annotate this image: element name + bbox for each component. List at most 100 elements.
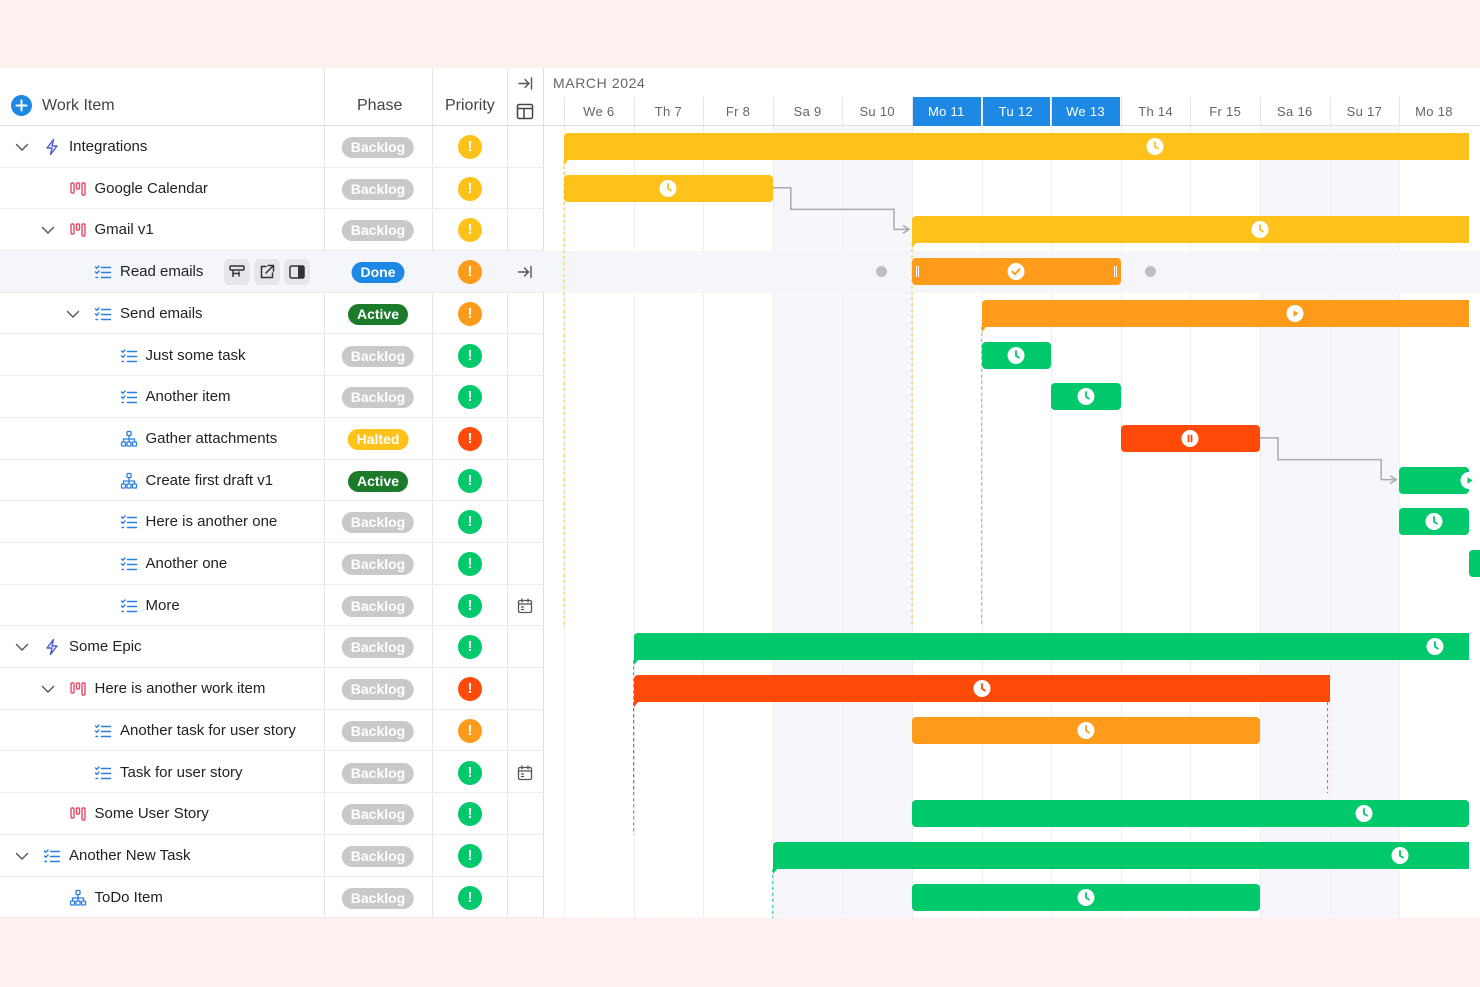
priority-indicator[interactable]: ! bbox=[458, 218, 482, 243]
calendar-icon[interactable] bbox=[516, 764, 534, 782]
phase-badge[interactable]: Backlog bbox=[341, 595, 415, 617]
open-external-icon[interactable] bbox=[254, 259, 280, 286]
task-bar[interactable] bbox=[912, 883, 1260, 911]
priority-indicator[interactable]: ! bbox=[458, 802, 482, 827]
work-item-row[interactable]: Another New Task Backlog! bbox=[0, 835, 544, 877]
work-item-row[interactable]: Another item Backlog! bbox=[0, 376, 544, 418]
work-item-row[interactable]: Just some task Backlog! bbox=[0, 335, 544, 377]
phase-badge[interactable]: Backlog bbox=[341, 637, 415, 659]
expand-chevron-icon[interactable] bbox=[14, 848, 30, 864]
work-item-row[interactable]: Some Epic Backlog! bbox=[0, 626, 544, 669]
priority-indicator[interactable]: ! bbox=[458, 885, 482, 910]
arrow-right-to-line-icon[interactable] bbox=[516, 263, 534, 281]
day-header-cell[interactable]: Fr 15 bbox=[1209, 104, 1242, 119]
phase-badge[interactable]: Backlog bbox=[341, 178, 415, 200]
work-item-title[interactable]: Task for user story bbox=[120, 763, 243, 781]
work-item-row[interactable]: Gmail v1 Backlog! bbox=[0, 209, 544, 252]
work-item-row[interactable]: Create first draft v1 Active! bbox=[0, 460, 544, 502]
task-bar[interactable] bbox=[1120, 424, 1260, 452]
drag-dot[interactable] bbox=[876, 266, 887, 278]
work-item-title[interactable]: Gmail v1 bbox=[94, 221, 154, 239]
work-item-row[interactable]: Read emails Done! bbox=[0, 251, 544, 293]
work-item-title[interactable]: Google Calendar bbox=[94, 179, 208, 197]
phase-badge[interactable]: Backlog bbox=[341, 804, 415, 826]
phase-badge[interactable]: Backlog bbox=[341, 387, 415, 409]
phase-badge[interactable]: Backlog bbox=[341, 720, 415, 742]
priority-indicator[interactable]: ! bbox=[458, 176, 482, 201]
phase-badge[interactable]: Backlog bbox=[341, 679, 415, 701]
summary-bar[interactable] bbox=[772, 841, 1469, 874]
expand-chevron-icon[interactable] bbox=[40, 681, 56, 697]
day-header-cell[interactable]: Sa 16 bbox=[1277, 104, 1313, 119]
phase-badge[interactable]: Backlog bbox=[341, 220, 415, 242]
expand-chevron-icon[interactable] bbox=[14, 639, 30, 655]
priority-header[interactable]: Priority bbox=[445, 97, 495, 114]
phase-badge[interactable]: Active bbox=[347, 303, 409, 325]
day-header-cell[interactable]: Su 17 bbox=[1346, 104, 1383, 119]
task-bar[interactable] bbox=[564, 174, 773, 202]
summary-bar[interactable] bbox=[564, 133, 1469, 165]
work-item-title[interactable]: Some Epic bbox=[69, 638, 142, 656]
side-panel-icon[interactable] bbox=[284, 259, 310, 286]
priority-indicator[interactable]: ! bbox=[458, 385, 482, 410]
priority-indicator[interactable]: ! bbox=[458, 760, 482, 785]
work-item-title[interactable]: Create first draft v1 bbox=[145, 471, 274, 489]
task-bar[interactable] bbox=[1399, 508, 1469, 536]
phase-badge[interactable]: Backlog bbox=[341, 554, 415, 575]
columns-icon[interactable] bbox=[516, 103, 534, 120]
summary-bar[interactable] bbox=[981, 299, 1469, 332]
summary-bar[interactable] bbox=[633, 675, 1330, 708]
expand-chevron-icon[interactable] bbox=[40, 222, 56, 238]
board-icon[interactable] bbox=[224, 259, 250, 286]
day-header-cell[interactable]: Sa 9 bbox=[793, 104, 822, 119]
day-header-cell[interactable]: Mo 11 bbox=[912, 97, 981, 126]
day-header-cell[interactable]: Th 14 bbox=[1138, 104, 1173, 119]
work-item-row[interactable]: Another one Backlog! bbox=[0, 543, 544, 585]
calendar-icon[interactable] bbox=[516, 597, 534, 615]
work-item-title[interactable]: More bbox=[145, 596, 180, 614]
phase-badge[interactable]: Active bbox=[347, 470, 409, 492]
phase-badge[interactable]: Backlog bbox=[341, 845, 415, 867]
work-item-row[interactable]: Integrations Backlog! bbox=[0, 126, 544, 168]
work-item-title[interactable]: Another item bbox=[145, 388, 231, 406]
priority-indicator[interactable]: ! bbox=[458, 135, 482, 159]
work-item-row[interactable]: Some User Story Backlog! bbox=[0, 793, 544, 835]
day-header-cell[interactable]: Tu 12 bbox=[981, 97, 1051, 126]
priority-indicator[interactable]: ! bbox=[458, 343, 482, 368]
work-item-row[interactable]: Another task for user story Backlog! bbox=[0, 710, 544, 752]
work-item-title[interactable]: Gather attachments bbox=[145, 429, 278, 447]
priority-indicator[interactable]: ! bbox=[458, 718, 482, 743]
task-bar[interactable] bbox=[981, 341, 1052, 369]
work-item-title[interactable]: Integrations bbox=[69, 138, 148, 155]
phase-badge[interactable]: Done bbox=[351, 262, 405, 284]
phase-badge[interactable]: Halted bbox=[347, 428, 409, 450]
expand-chevron-icon[interactable] bbox=[14, 139, 30, 155]
day-header-cell[interactable]: We 6 bbox=[583, 104, 615, 119]
drag-dot[interactable] bbox=[1144, 266, 1156, 278]
resize-handle-start[interactable] bbox=[916, 266, 919, 278]
phase-badge[interactable]: Backlog bbox=[341, 345, 415, 367]
work-item-row[interactable]: More Backlog! bbox=[0, 585, 544, 627]
day-header-cell[interactable]: Su 10 bbox=[859, 104, 895, 119]
work-item-title[interactable]: Read emails bbox=[120, 263, 204, 281]
work-item-header[interactable]: Work Item bbox=[42, 97, 115, 114]
phase-badge[interactable]: Backlog bbox=[341, 137, 415, 158]
priority-indicator[interactable]: ! bbox=[458, 510, 482, 535]
day-header-cell[interactable]: We 13 bbox=[1051, 97, 1120, 126]
work-item-title[interactable]: ToDo Item bbox=[94, 888, 163, 906]
task-bar[interactable] bbox=[912, 716, 1260, 744]
priority-indicator[interactable]: ! bbox=[458, 426, 482, 451]
work-item-row[interactable]: Google Calendar Backlog! bbox=[0, 168, 544, 210]
priority-indicator[interactable]: ! bbox=[458, 635, 482, 660]
work-item-row[interactable]: Here is another work item Backlog! bbox=[0, 668, 544, 710]
work-item-row[interactable]: Here is another one Backlog! bbox=[0, 501, 544, 543]
priority-indicator[interactable]: ! bbox=[458, 677, 482, 702]
task-bar[interactable] bbox=[1051, 383, 1121, 411]
priority-indicator[interactable]: ! bbox=[458, 301, 482, 326]
day-header-cell[interactable]: Mo 18 bbox=[1415, 104, 1453, 119]
resize-handle-end[interactable] bbox=[1113, 266, 1117, 278]
add-item-icon[interactable] bbox=[11, 95, 32, 116]
work-item-row[interactable]: Gather attachments Halted! bbox=[0, 418, 544, 460]
priority-indicator[interactable]: ! bbox=[458, 593, 482, 618]
priority-indicator[interactable]: ! bbox=[458, 260, 482, 285]
